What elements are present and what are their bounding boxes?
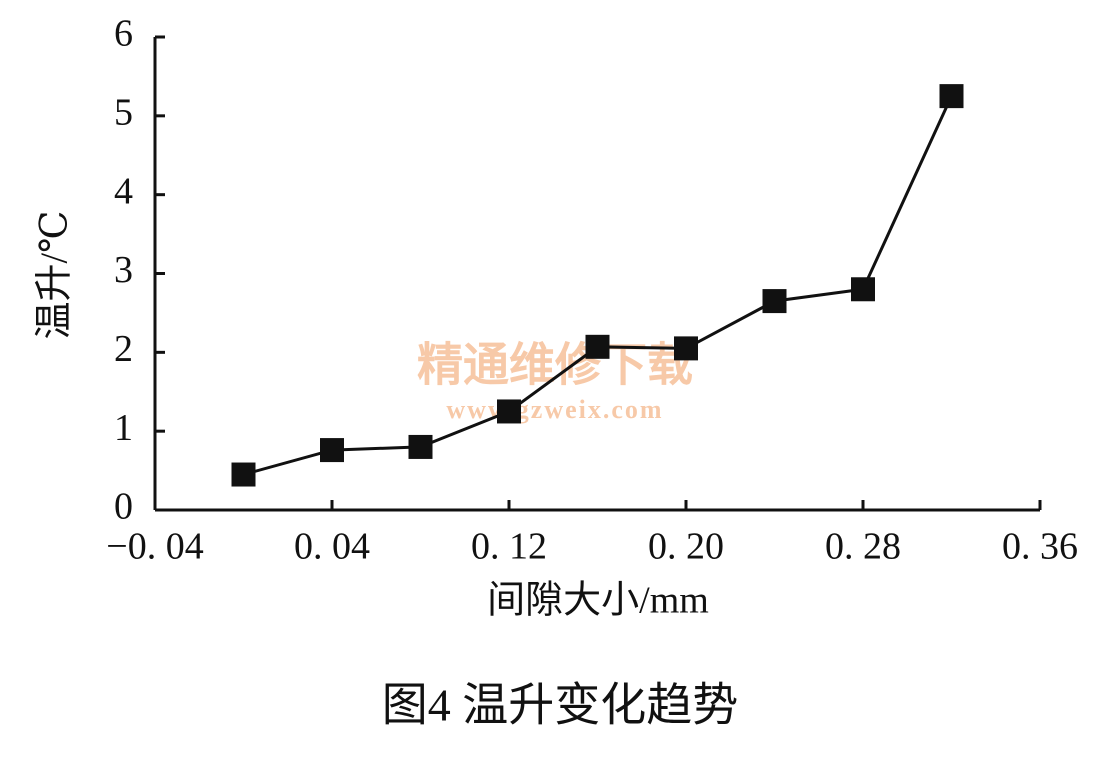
marker	[320, 438, 344, 463]
y-tick-label: 4	[114, 170, 133, 212]
x-tick-label: −0. 04	[106, 526, 203, 568]
x-tick-label: 0. 20	[648, 526, 724, 568]
x-tick-label: 0. 36	[1002, 526, 1078, 568]
x-axis-label: 间隙大小/mm	[487, 580, 709, 622]
x-tick-label: 0. 12	[471, 526, 547, 568]
chart-title: 图4 温升变化趋势	[382, 680, 739, 731]
marker	[939, 84, 964, 109]
y-tick-label: 6	[114, 13, 133, 55]
y-axis-label: 温升/℃	[34, 210, 76, 339]
x-tick-label: 0. 28	[825, 526, 901, 568]
watermark: www.gzweix.com	[446, 395, 663, 424]
marker	[585, 334, 610, 359]
y-tick-label: 5	[114, 92, 133, 134]
marker	[674, 336, 698, 361]
y-tick-label: 3	[114, 249, 133, 291]
marker	[851, 277, 875, 302]
y-tick-label: 2	[114, 328, 133, 370]
y-tick-label: 1	[114, 407, 133, 449]
y-tick-label: 0	[114, 486, 133, 528]
marker	[408, 434, 433, 459]
marker	[762, 289, 787, 314]
marker	[231, 462, 256, 487]
x-tick-label: 0. 04	[294, 526, 370, 568]
marker	[497, 399, 521, 424]
